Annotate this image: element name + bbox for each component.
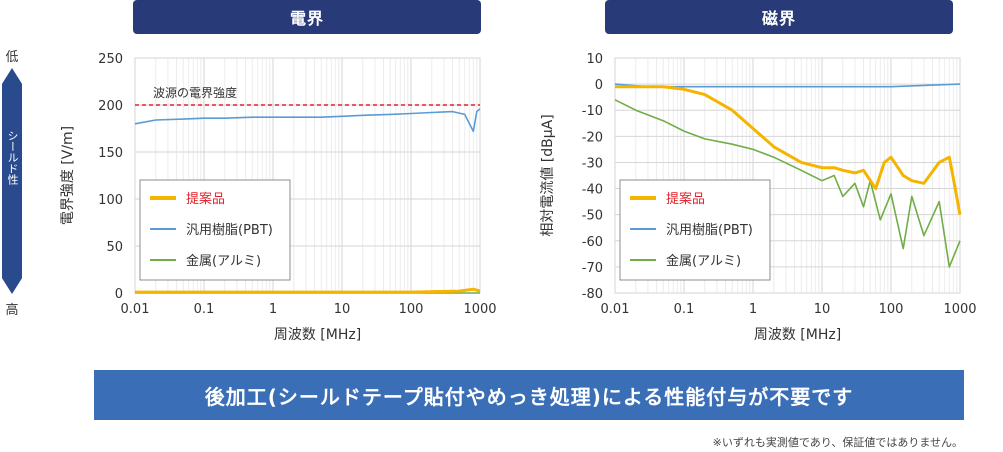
conclusion-banner: 後加工(シールドテープ貼付やめっき処理)による性能付与が不要です (94, 370, 964, 420)
y-tick-label: 100 (98, 193, 123, 208)
y-tick-label: 0 (595, 78, 603, 93)
x-tick-label: 1000 (943, 302, 976, 317)
banner-text: 後加工(シールドテープ貼付やめっき処理)による性能付与が不要です (204, 384, 854, 409)
disclaimer-note: ※いずれも実測値であり、保証値ではありません。 (712, 436, 963, 449)
electric-field-header: 電界 (133, 0, 481, 34)
x-tick-label: 1 (269, 302, 277, 317)
y-tick-label: 0 (115, 287, 123, 302)
x-tick-label: 100 (879, 302, 904, 317)
legend-label: 汎用樹脂(PBT) (186, 223, 273, 238)
magnetic-field-title: 磁界 (761, 9, 796, 28)
x-tick-label: 1000 (463, 302, 496, 317)
series-line-proposed (615, 85, 962, 215)
x-tick-label: 100 (399, 302, 424, 317)
electric-field-chart: 0.01 0.1 1 10 100 1000 0 50 100 150 200 250 周波数 [MHz… (60, 52, 497, 343)
y-tick-label: 200 (98, 99, 123, 114)
x-tick-label: 0.01 (121, 302, 150, 317)
x-tick-label: 10 (814, 302, 831, 317)
series-line-pbt (134, 108, 481, 133)
x-tick-label: 10 (334, 302, 351, 317)
y-tick-label: -80 (582, 287, 603, 302)
magnetic-field-header: 磁界 (605, 0, 953, 34)
x-axis-label: 周波数 [MHz] (274, 327, 361, 343)
x-tick-label: 1 (749, 302, 757, 317)
y-axis-label: 相対電流値 [dBμA] (540, 114, 556, 236)
reference-line-label: 波源の電界強度 (153, 85, 237, 100)
y-tick-label: -50 (582, 209, 603, 224)
legend-label: 提案品 (666, 191, 705, 207)
legend-label: 金属(アルミ) (186, 253, 261, 269)
legend-label: 汎用樹脂(PBT) (666, 223, 753, 238)
y-tick-label: -20 (582, 130, 603, 145)
y-tick-label: -70 (582, 261, 603, 276)
y-tick-label: 250 (98, 52, 123, 67)
scale-axis-label: シールド性 (6, 130, 19, 185)
x-tick-label: 0.1 (674, 302, 695, 317)
y-tick-label: -10 (582, 104, 603, 119)
y-tick-label: 50 (106, 240, 123, 255)
x-tick-label: 0.1 (194, 302, 215, 317)
scale-low-label: 低 (5, 50, 19, 65)
y-tick-label: 150 (98, 146, 123, 161)
y-tick-label: -40 (582, 183, 603, 198)
y-tick-label: -60 (582, 235, 603, 250)
x-axis-label: 周波数 [MHz] (754, 327, 841, 343)
scale-high-label: 高 (5, 303, 19, 318)
y-tick-label: -30 (582, 156, 603, 171)
electric-field-title: 電界 (289, 9, 324, 28)
y-axis-label: 電界強度 [V/m] (60, 126, 76, 225)
y-tick-label: 10 (586, 52, 603, 67)
series-line-proposed (135, 287, 481, 294)
scale-arrow-icon (2, 68, 22, 294)
legend-label: 金属(アルミ) (666, 253, 741, 269)
shielding-scale: 低 シールド性 高 (0, 40, 24, 320)
magnetic-field-chart: 0.01 0.1 1 10 100 1000100-10-20-30-40-50-60-7… (540, 52, 977, 343)
series-line-aluminum (614, 99, 961, 268)
legend-label: 提案品 (186, 191, 225, 207)
x-tick-label: 0.01 (601, 302, 630, 317)
